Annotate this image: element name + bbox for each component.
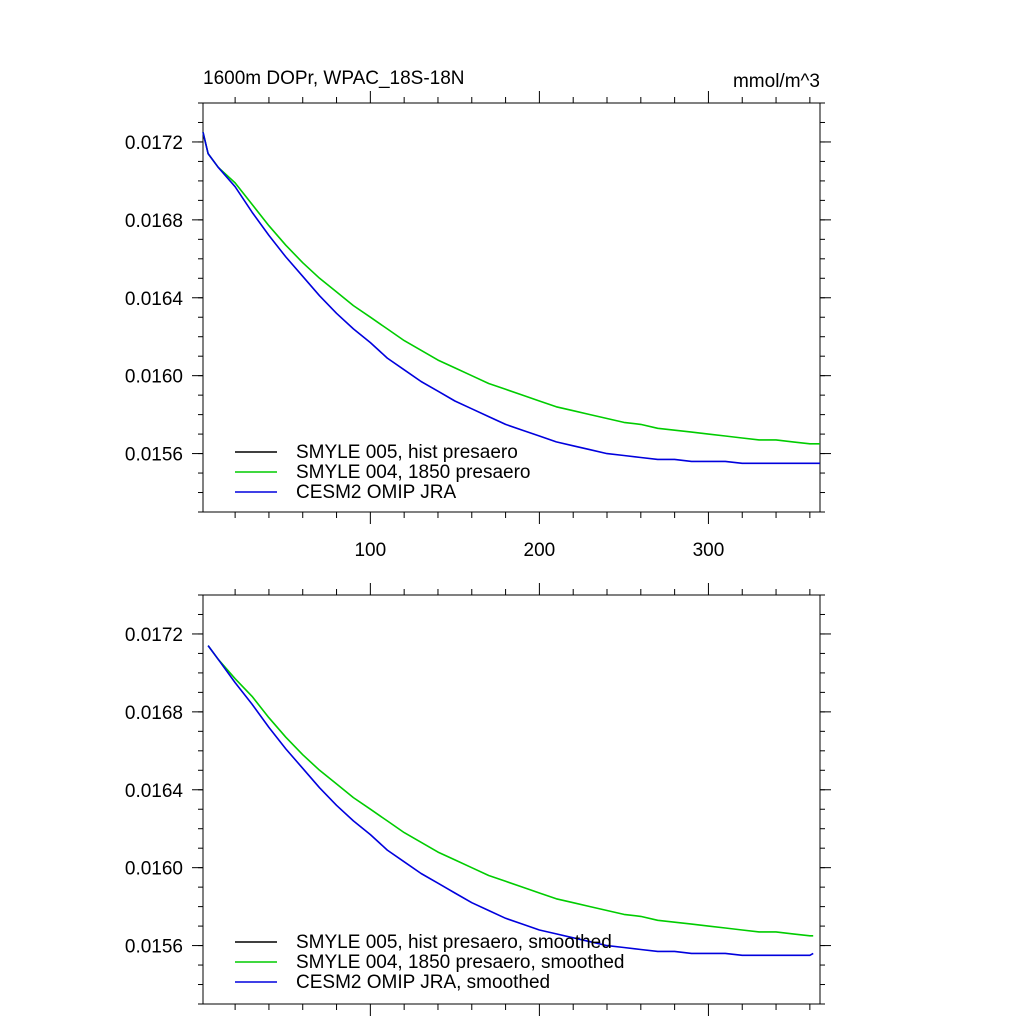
series-line-1: [202, 132, 820, 445]
y-tick-label: 0.0168: [125, 703, 183, 724]
legend-label-2: CESM2 OMIP JRA: [296, 482, 456, 503]
y-tick-label: 0.0172: [125, 133, 183, 154]
x-tick-label: 300: [693, 540, 725, 561]
y-tick-label: 0.0160: [125, 367, 183, 388]
series-line-1: [207, 645, 814, 937]
top-plot-frame: [202, 102, 821, 513]
top-panel: 1600m DOPr, WPAC_18S-18N mmol/m^3 0.0156…: [125, 68, 831, 561]
legend-label-2: CESM2 OMIP JRA, smoothed: [296, 972, 550, 993]
bottom-legend: SMYLE 005, hist presaero, smoothedSMYLE …: [235, 932, 624, 993]
y-tick-label: 0.0164: [125, 781, 184, 802]
x-tick-label: 100: [354, 540, 386, 561]
top-panel-title: 1600m DOPr, WPAC_18S-18N: [203, 68, 465, 89]
y-tick-label: 0.0168: [125, 211, 183, 232]
bottom-panel: 0.0156 0.0160 0.0164 0.0168 0.0172 SMYLE 005…: [125, 583, 831, 1016]
bottom-axis-ticks: 0.0156 0.0160 0.0164 0.0168 0.0172: [125, 583, 831, 1016]
bottom-series-layer: [207, 645, 814, 957]
legend-label-1: SMYLE 004, 1850 presaero, smoothed: [296, 952, 624, 973]
y-tick-label: 0.0164: [125, 289, 184, 310]
y-tick-label: 0.0156: [125, 937, 183, 958]
y-tick-label: 0.0156: [125, 445, 183, 466]
series-line-2: [207, 645, 814, 957]
legend-label-1: SMYLE 004, 1850 presaero: [296, 462, 531, 483]
series-line-2: [202, 132, 820, 465]
legend-label-0: SMYLE 005, hist presaero: [296, 442, 518, 463]
top-panel-units: mmol/m^3: [733, 71, 820, 92]
legend-label-0: SMYLE 005, hist presaero, smoothed: [296, 932, 612, 953]
top-series-layer: [202, 132, 820, 465]
bottom-plot-frame: [202, 594, 821, 1005]
y-tick-label: 0.0160: [125, 859, 183, 880]
y-tick-label: 0.0172: [125, 625, 183, 646]
x-tick-label: 200: [524, 540, 556, 561]
top-axis-ticks: 0.0156 0.0160 0.0164 0.0168 0.0172 100 200 300: [125, 91, 831, 561]
